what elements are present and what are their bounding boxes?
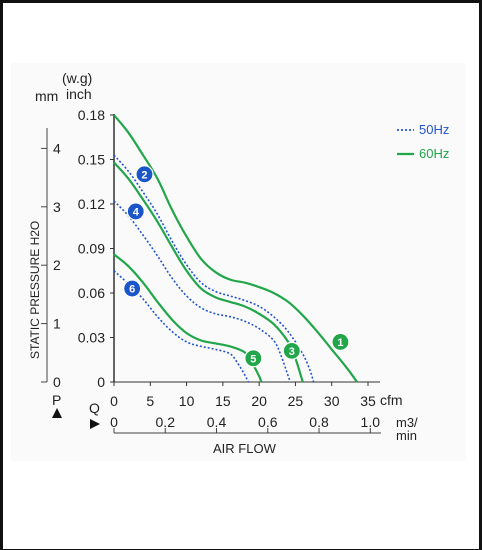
x-tick-label-m3min: 1.0 [361,414,381,430]
marker-circle [282,341,301,360]
curve-2-50hz [113,154,315,383]
x-tick-label-cfm: 20 [251,393,267,409]
curve-marker-5: 5 [244,349,263,368]
x-tick-label-cfm: 15 [215,393,231,409]
y-tick-label-mm: 3 [53,199,61,215]
right-triangle-icon [90,419,100,429]
inch-unit-label: inch [66,86,92,102]
x-axis-title: AIR FLOW [213,441,277,456]
y-tick-label-inch: 0.09 [78,241,105,257]
mm-unit-label: mm [35,88,58,104]
x-tick-label-cfm: 25 [288,393,304,409]
y-tick-label-mm: 0 [53,374,61,390]
q-marker-label: Q [89,400,100,416]
y-tick-label-inch: 0.15 [78,152,105,168]
x-tick-label-m3min: 0.4 [207,414,227,430]
y-tick-label-mm: 4 [53,140,61,156]
curve-marker-3: 3 [282,341,301,360]
curve-marker-4: 4 [126,202,145,221]
marker-circle [244,349,263,368]
y-tick-label-inch: 0.12 [78,196,105,212]
y-tick-label-mm: 2 [53,257,61,273]
min-unit-label: min [396,428,417,443]
x-tick-label-m3min: 0 [110,414,118,430]
x-tick-label-m3min: 0.8 [309,414,329,430]
x-tick-label-cfm: 10 [179,393,195,409]
marker-circle [123,279,142,298]
y-tick-label-inch: 0.06 [78,285,105,301]
y-tick-label-inch: 0.18 [78,107,105,123]
marker-number: 1 [337,337,343,349]
x-tick-label-cfm: 0 [110,393,118,409]
legend-50hz-label: 50Hz [419,122,449,137]
y-tick-label-mm: 1 [53,316,61,332]
marker-number: 2 [141,169,147,181]
m3-unit-label: m3/ [396,415,418,430]
curve-1-60hz [113,114,358,383]
y-axis-title: STATIC PRESSURE H2O [28,221,42,359]
curve-6-50hz [113,270,250,383]
marker-circle [126,202,145,221]
marker-number: 5 [250,353,256,365]
curve-marker-6: 6 [123,279,142,298]
x-tick-label-cfm: 35 [360,393,376,409]
marker-number: 6 [129,284,135,296]
curve-marker-2: 2 [135,165,154,184]
y-tick-label-inch: 0 [97,374,105,390]
marker-number: 3 [289,346,295,358]
marker-circle [331,332,350,352]
x-tick-label-m3min: 0.2 [156,414,176,430]
y-tick-label-inch: 0.03 [78,330,105,346]
x-tick-label-cfm: 30 [324,393,340,409]
marker-circle [135,165,154,184]
x-tick-label-cfm: 5 [146,393,154,409]
marker-number: 4 [133,206,140,218]
curve-marker-1: 1 [331,332,350,352]
x-tick-label-m3min: 0.6 [258,414,278,430]
up-triangle-icon [52,408,62,418]
wg-unit-label: (w.g) [62,70,92,86]
cfm-unit-label: cfm [380,392,403,408]
curve-3-60hz [113,161,304,383]
legend-60hz-label: 60Hz [419,146,449,161]
chart-panel [11,63,466,461]
p-marker-label: P [52,392,61,408]
curve-4-50hz [113,200,292,383]
